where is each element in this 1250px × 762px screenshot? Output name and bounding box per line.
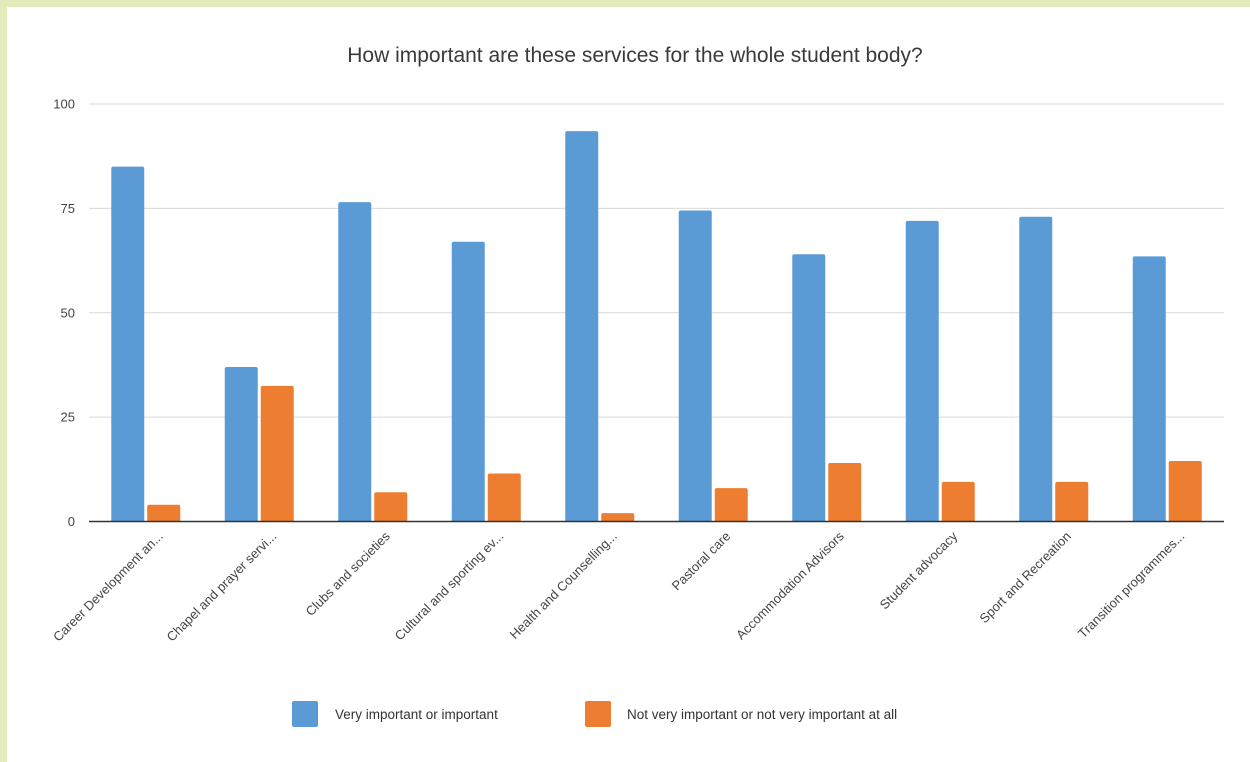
y-tick-label: 25 (61, 410, 75, 425)
y-tick-label: 50 (61, 305, 75, 320)
legend-label-important: Very important or important (335, 707, 498, 722)
bar-important-6 (678, 210, 712, 522)
bar-important-5 (565, 131, 599, 522)
y-axis-ticks: 0 25 50 75 100 (53, 97, 75, 530)
gridlines (89, 103, 1224, 418)
x-category-label: Accommodation Advisors (733, 528, 847, 642)
bar-important-9 (1019, 216, 1053, 522)
bar-not-important-2 (260, 385, 294, 522)
legend-swatch-important (292, 701, 318, 727)
bar-important-2 (224, 367, 258, 522)
x-category-label: Health and Counselling... (507, 529, 620, 642)
chart-frame: How important are these services for the… (7, 7, 1250, 762)
y-tick-label: 100 (53, 97, 75, 112)
bar-not-important-9 (1055, 481, 1089, 522)
bar-important-1 (111, 166, 145, 522)
bar-important-3 (338, 202, 372, 522)
bar-not-important-6 (714, 488, 748, 522)
x-category-label: Pastoral care (669, 529, 734, 594)
bar-not-important-3 (374, 492, 408, 522)
x-category-label: Transition programmes... (1075, 529, 1187, 641)
x-category-label: Career Development an... (50, 529, 166, 645)
y-tick-label: 0 (68, 514, 75, 529)
bar-not-important-10 (1168, 460, 1202, 522)
x-category-label: Clubs and societies (303, 528, 394, 619)
x-category-label: Sport and Recreation (976, 529, 1073, 626)
bar-not-important-5 (601, 513, 635, 522)
legend-label-not-important: Not very important or not very important… (627, 707, 897, 722)
x-category-label: Student advocacy (877, 528, 961, 612)
legend-swatch-not-important (585, 701, 611, 727)
y-tick-label: 75 (61, 201, 75, 216)
bar-not-important-7 (828, 463, 862, 522)
bar-important-4 (451, 241, 485, 522)
bar-important-7 (792, 254, 826, 522)
bar-not-important-1 (147, 504, 181, 522)
bar-important-10 (1132, 256, 1166, 522)
bar-not-important-4 (487, 473, 521, 522)
x-category-label: Cultural and sporting ev... (392, 529, 507, 644)
bar-chart: How important are these services for the… (50, 44, 1224, 727)
bar-important-8 (905, 220, 939, 522)
bar-not-important-8 (941, 481, 975, 522)
bars (111, 131, 1202, 522)
x-category-label: Chapel and prayer servi... (164, 529, 280, 645)
chart-title: How important are these services for the… (347, 44, 922, 67)
x-axis-categories: Career Development an...Chapel and praye… (50, 528, 1187, 644)
legend: Very important or important Not very impo… (292, 701, 897, 727)
